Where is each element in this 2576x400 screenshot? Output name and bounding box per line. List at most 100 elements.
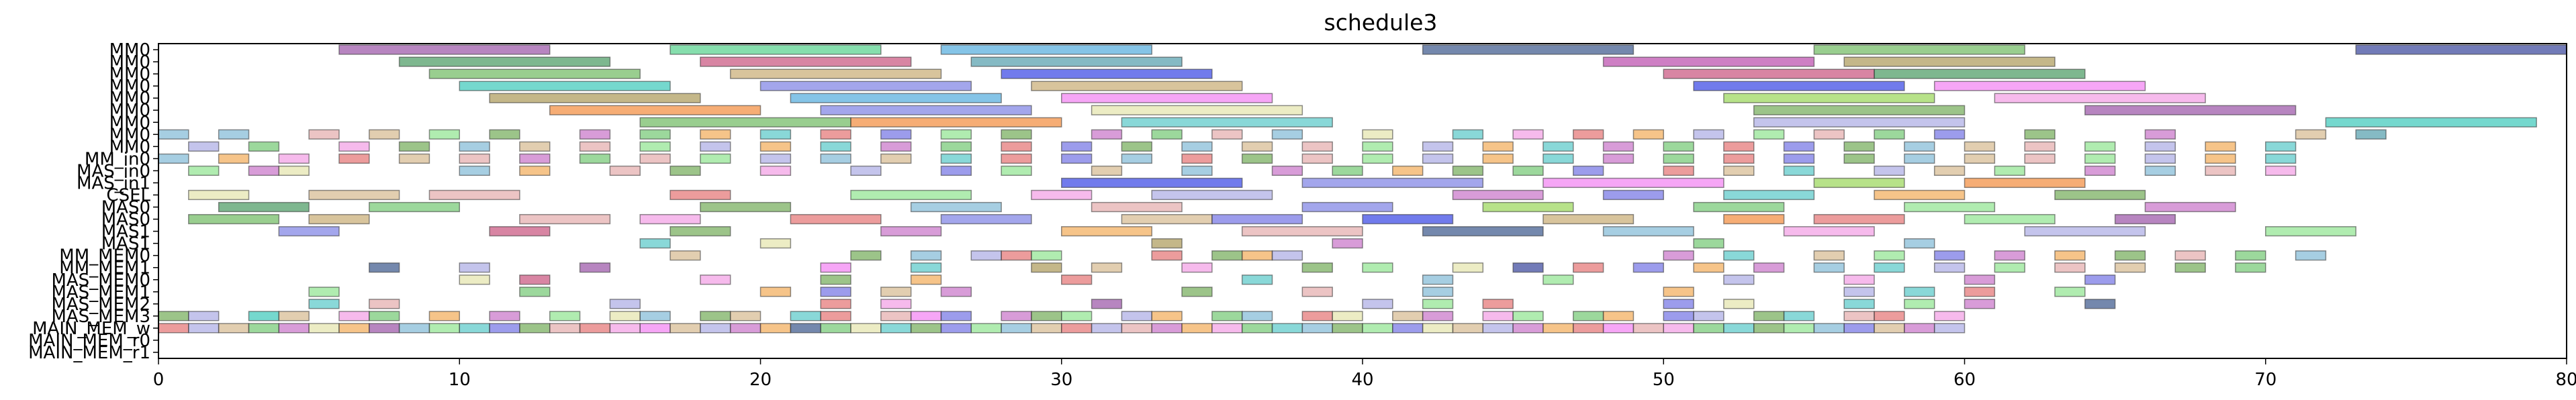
- task-bar: [1001, 129, 1032, 140]
- task-bar: [1362, 213, 1454, 225]
- row-label: MM_MEM0: [59, 246, 150, 266]
- row-label: MM0: [109, 40, 150, 60]
- task-bar: [459, 141, 490, 152]
- task-bar: [700, 153, 731, 164]
- task-bar: [2144, 153, 2176, 164]
- task-bar: [2205, 165, 2236, 177]
- task-bar: [1332, 165, 1363, 177]
- x-tick-label: 30: [1050, 370, 1072, 390]
- task-bar: [1181, 153, 1213, 164]
- task-bar: [1723, 213, 1785, 225]
- task-bar: [1271, 250, 1303, 261]
- task-bar: [1241, 226, 1363, 237]
- task-bar: [338, 44, 551, 55]
- task-bar: [1301, 262, 1333, 273]
- task-bar: [1663, 153, 1694, 164]
- row-labels: MM0MM0MM0MM0MM0MM0MM0MM0MM0MM_in0MAS_in0…: [28, 40, 158, 363]
- task-bar: [1392, 323, 1424, 334]
- x-tick-label: 10: [449, 370, 471, 390]
- task-bar: [1151, 323, 1183, 334]
- task-bar: [940, 165, 972, 177]
- task-bar: [1543, 141, 1574, 152]
- task-bar: [549, 105, 762, 115]
- task-bar: [1031, 250, 1062, 261]
- task-bar: [1573, 323, 1604, 334]
- x-axis: 0 10 20 30 40 50 60 70 80: [153, 358, 2576, 390]
- task-bar: [2024, 226, 2146, 237]
- task-bar: [1964, 177, 2086, 189]
- task-bar: [338, 311, 370, 321]
- task-bar: [670, 226, 731, 237]
- task-bar: [850, 250, 882, 261]
- task-bar: [1362, 141, 1393, 152]
- task-bar: [880, 287, 912, 297]
- task-bar: [2024, 153, 2056, 164]
- task-bar: [218, 129, 250, 140]
- task-bar: [1783, 311, 1815, 321]
- task-bar: [2084, 165, 2116, 177]
- task-bar: [1543, 177, 1724, 189]
- task-bar: [1031, 323, 1062, 334]
- task-bar: [2054, 250, 2086, 261]
- task-bar: [820, 287, 852, 297]
- task-bar: [1843, 311, 1875, 321]
- task-bar: [1452, 323, 1484, 334]
- task-bar: [1392, 311, 1424, 321]
- task-bar: [760, 238, 792, 249]
- task-bar: [2114, 213, 2176, 225]
- row-label: MM0: [109, 125, 150, 145]
- task-bar: [1121, 117, 1333, 128]
- task-bar: [579, 323, 611, 334]
- task-bar: [1241, 141, 1273, 152]
- task-bar: [1301, 287, 1333, 297]
- task-bar: [1753, 117, 1966, 128]
- task-bar: [1723, 165, 1755, 177]
- x-tick-label: 50: [1653, 370, 1675, 390]
- task-bar: [940, 44, 1152, 55]
- task-bar: [880, 226, 942, 237]
- task-bar: [1843, 299, 1875, 309]
- task-bar: [1813, 129, 1845, 140]
- task-bar: [1241, 323, 1273, 334]
- task-bar: [1482, 299, 1514, 309]
- task-bar: [910, 311, 942, 321]
- task-bar: [1874, 250, 1905, 261]
- task-bar: [670, 250, 701, 261]
- task-bar: [308, 129, 340, 140]
- task-bar: [1061, 274, 1093, 285]
- task-bar: [1813, 44, 2025, 55]
- task-bar: [1663, 165, 1694, 177]
- task-bar: [1121, 213, 1213, 225]
- task-bar: [218, 153, 250, 164]
- task-bar: [188, 165, 220, 177]
- task-bar: [970, 250, 1002, 261]
- task-bar: [579, 129, 611, 140]
- task-bar: [1181, 165, 1213, 177]
- row-label: MAS_in1: [77, 173, 150, 193]
- task-bar: [158, 311, 189, 321]
- task-bar: [1632, 323, 1665, 334]
- task-bar: [1813, 177, 1905, 189]
- task-bar: [850, 189, 972, 201]
- task-bar: [1874, 68, 2086, 79]
- task-bar: [1482, 311, 1514, 321]
- task-bar: [338, 153, 370, 164]
- task-bar: [2235, 262, 2266, 273]
- task-bar: [880, 311, 912, 321]
- task-bar: [369, 323, 400, 334]
- task-bar: [1723, 93, 1935, 103]
- task-bar: [1933, 81, 2146, 91]
- task-bar: [459, 262, 490, 273]
- task-bar: [1332, 323, 1363, 334]
- task-bar: [2174, 262, 2206, 273]
- task-bar: [158, 129, 189, 140]
- task-bar: [1753, 311, 1785, 321]
- task-bar: [278, 153, 310, 164]
- task-bar: [2355, 129, 2387, 140]
- row-label: MM_MEM1: [59, 258, 150, 279]
- task-bar: [459, 323, 490, 334]
- task-bar: [1512, 129, 1544, 140]
- task-bar: [1602, 323, 1635, 334]
- task-bar: [790, 93, 1002, 103]
- row-label: MAS0: [101, 198, 150, 218]
